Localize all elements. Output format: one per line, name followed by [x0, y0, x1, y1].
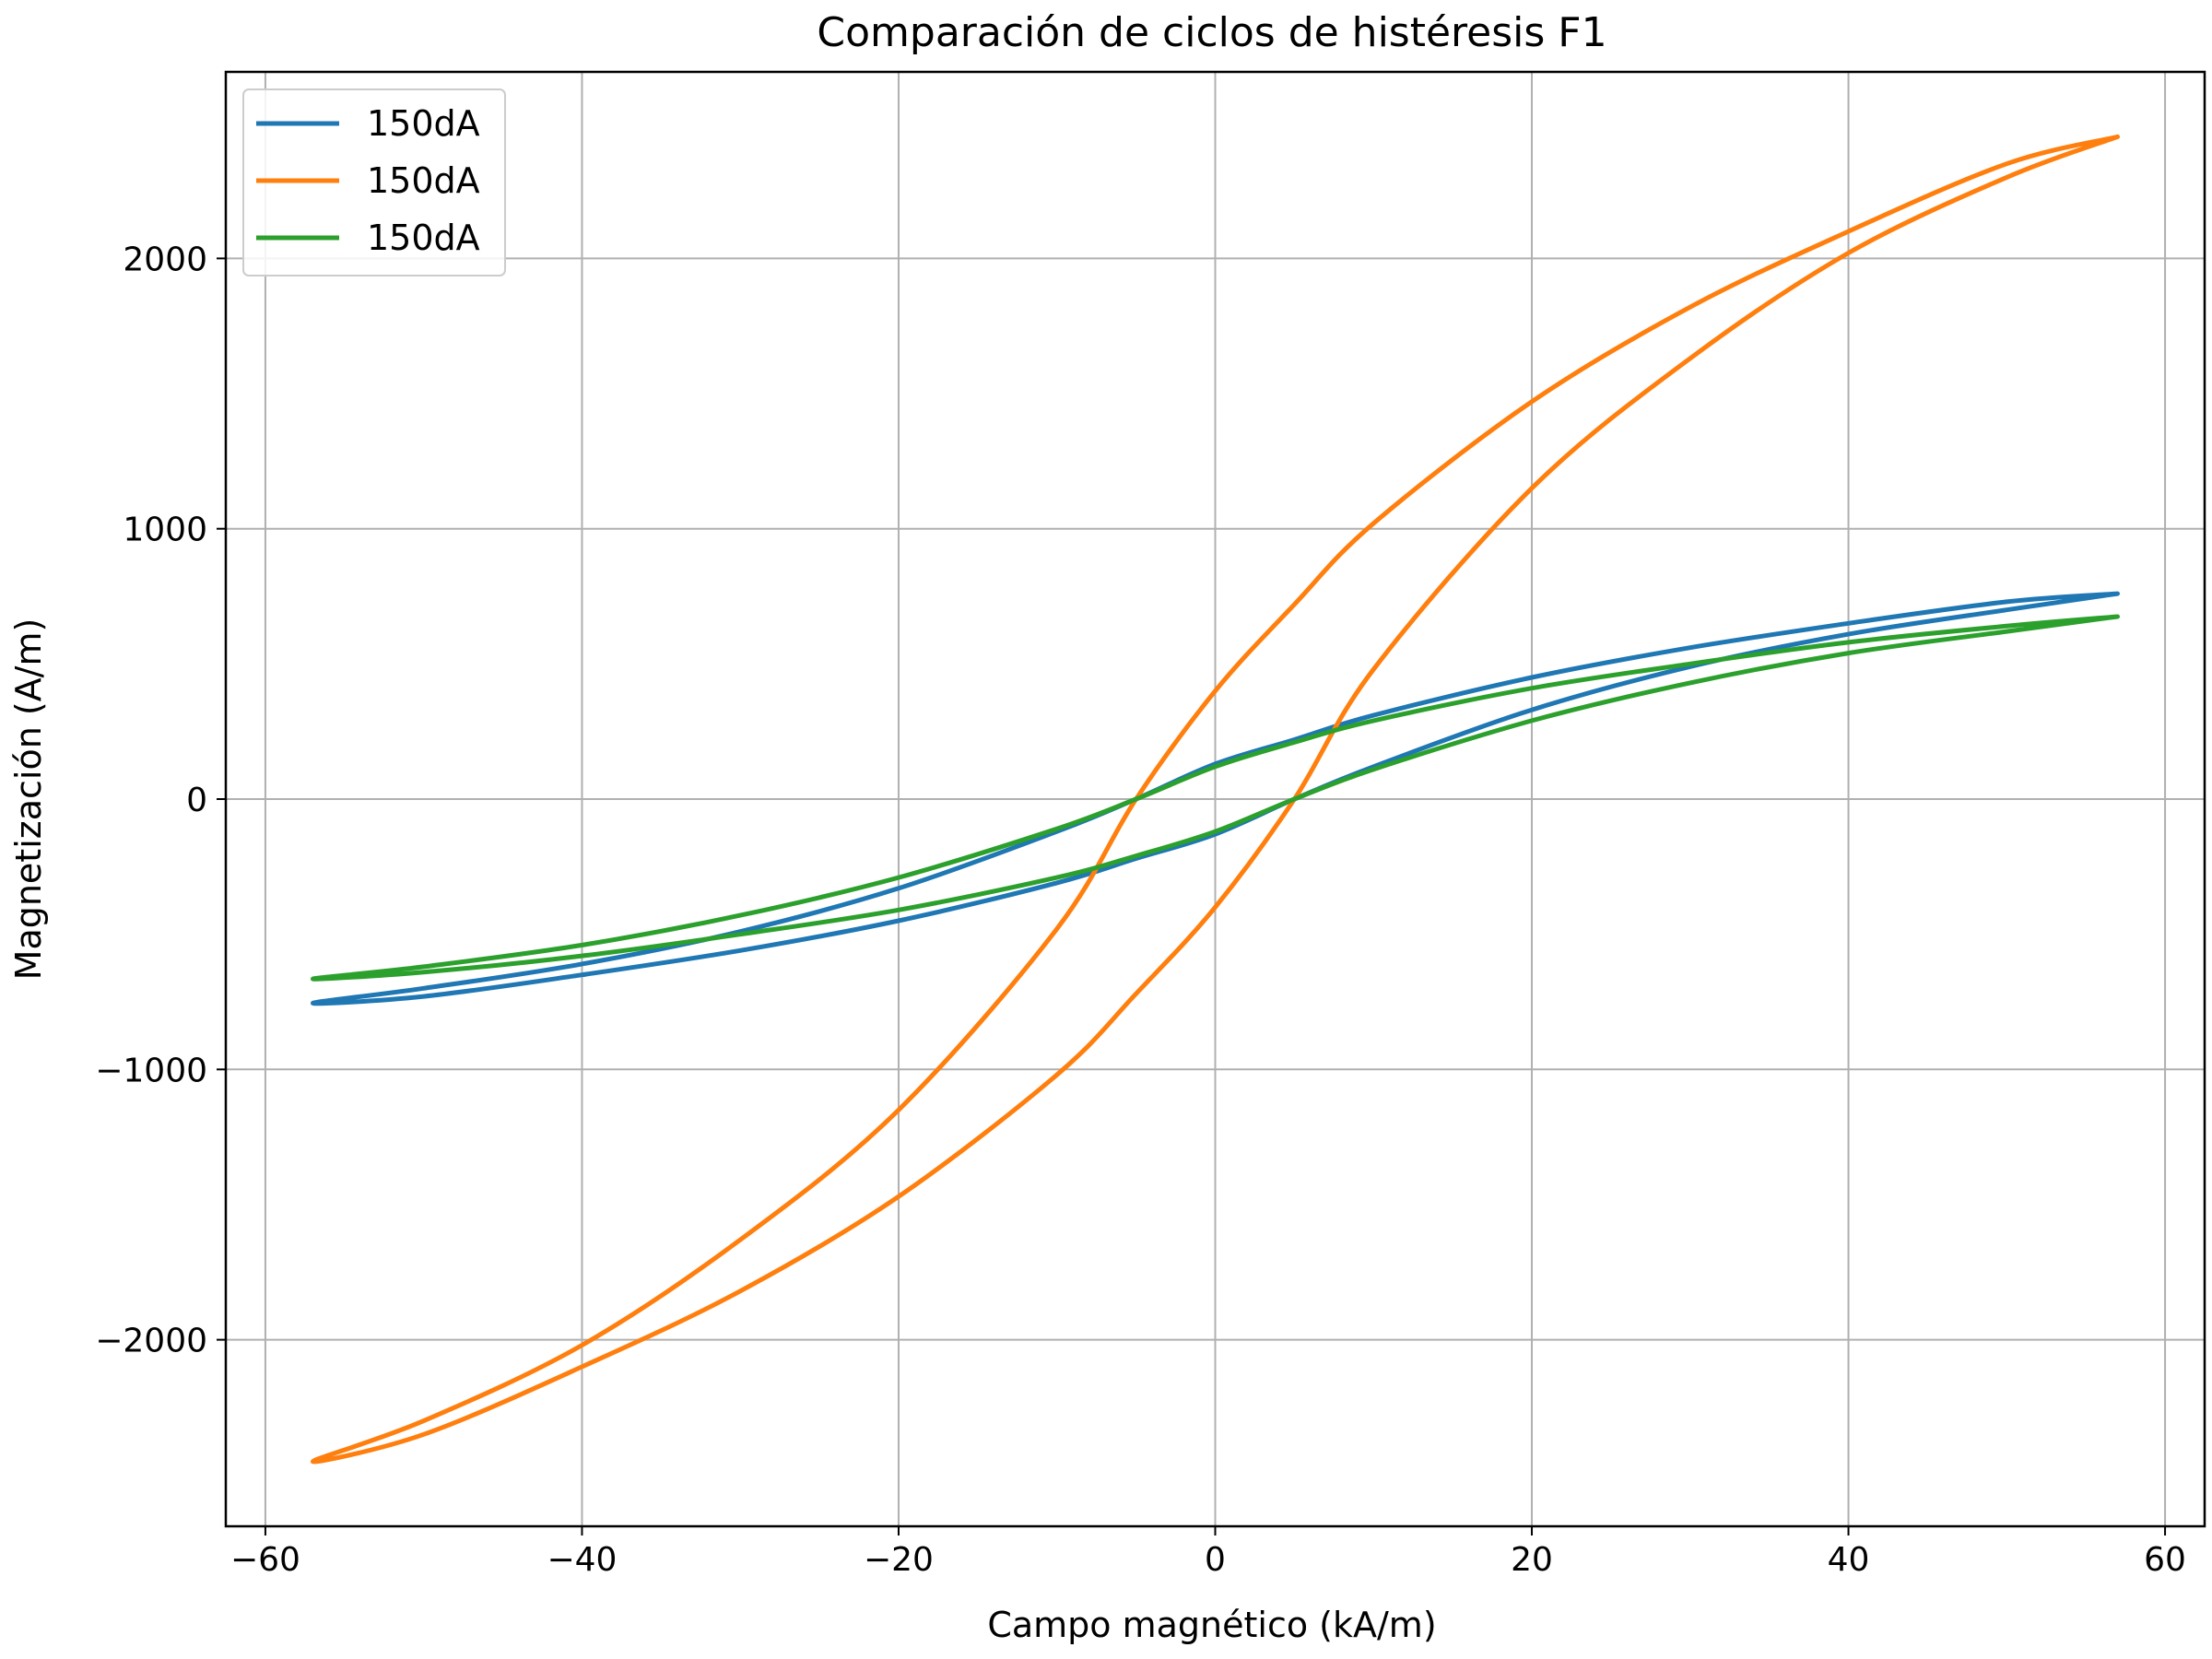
x-axis-label: Campo magnético (kA/m) — [987, 1605, 1436, 1645]
x-tick-label: −20 — [864, 1541, 934, 1579]
legend-label-2: 150dA — [367, 160, 480, 201]
series-line-2 — [311, 134, 2120, 1465]
x-tick-label: 60 — [2144, 1541, 2186, 1579]
x-tick-label: −40 — [547, 1541, 617, 1579]
legend-label-1: 150dA — [367, 103, 480, 144]
series-line-1 — [311, 591, 2120, 1006]
y-tick-label: 1000 — [123, 512, 207, 549]
x-tick-label: 20 — [1511, 1541, 1553, 1579]
chart-title: Comparación de ciclos de histéresis F1 — [817, 9, 1606, 56]
series-line-3 — [311, 614, 2120, 982]
y-axis-label: Magnetización (A/m) — [8, 618, 49, 981]
x-tick-label: −60 — [230, 1541, 300, 1579]
y-tick-label: 2000 — [123, 241, 207, 278]
legend-box — [242, 88, 506, 276]
legend: 150dA 150dA 150dA — [242, 88, 506, 276]
ticks: −60 −40 −20 0 20 40 60 −2000 −1000 0 1000 2000 — [95, 241, 2186, 1579]
y-tick-label: 0 — [186, 782, 207, 819]
series-group — [311, 134, 2120, 1465]
grid — [226, 72, 2205, 1526]
legend-label-3: 150dA — [367, 218, 480, 258]
x-tick-label: 0 — [1205, 1541, 1226, 1579]
y-tick-label: −2000 — [95, 1323, 207, 1360]
y-tick-label: −1000 — [95, 1052, 207, 1089]
x-tick-label: 40 — [1828, 1541, 1870, 1579]
